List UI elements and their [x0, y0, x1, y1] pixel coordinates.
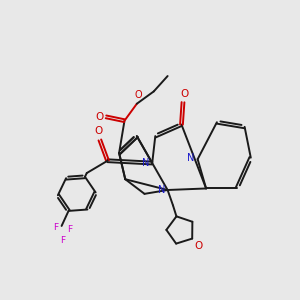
Text: F: F	[53, 223, 58, 232]
Text: O: O	[94, 127, 103, 136]
Text: F: F	[68, 225, 73, 234]
Text: O: O	[180, 89, 188, 99]
Text: O: O	[95, 112, 104, 122]
Text: N: N	[142, 158, 149, 168]
Text: O: O	[194, 241, 202, 251]
Text: N: N	[188, 153, 195, 163]
Text: N: N	[158, 185, 165, 195]
Text: F: F	[60, 236, 65, 245]
Text: O: O	[134, 90, 142, 100]
